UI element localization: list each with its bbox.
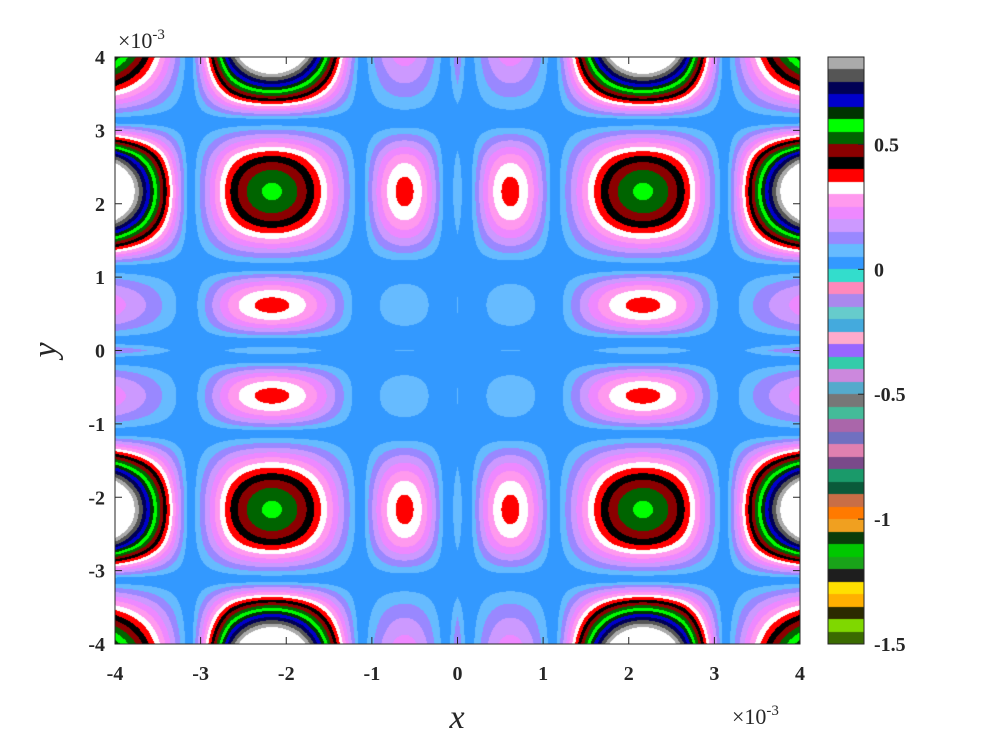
colorbar: [828, 57, 864, 644]
x-tick-label: 3: [709, 663, 719, 685]
x-tick-label: 0: [453, 663, 463, 685]
colorbar-tick-label: -1: [874, 509, 891, 531]
y-tick-label: 2: [95, 194, 105, 216]
x-tick-label: -2: [278, 663, 295, 685]
colorbar-tick-label: -0.5: [874, 384, 906, 406]
colorbar-tick-label: 0.5: [874, 134, 899, 156]
y-tick-label: 1: [95, 267, 105, 289]
y-exponent: ×10-3: [118, 27, 165, 53]
x-tick-label: -3: [192, 663, 209, 685]
x-exponent-power: -3: [766, 703, 779, 719]
x-exponent: ×10-3: [732, 703, 779, 729]
x-tick-label: 1: [538, 663, 548, 685]
heatmap-image: [115, 57, 800, 644]
y-exponent-power: -3: [152, 27, 165, 43]
y-tick-label: 0: [95, 341, 105, 363]
colorbar-tick-label: 0: [874, 259, 884, 281]
y-tick-label: 3: [95, 120, 105, 142]
y-tick-label: -3: [88, 561, 105, 583]
y-axis-label: y: [27, 342, 64, 361]
y-tick-label: -4: [88, 634, 105, 656]
y-tick-label: 4: [95, 47, 105, 69]
colorbar-image: [828, 57, 864, 644]
y-tick-label: -1: [88, 414, 105, 436]
x-axis-label: x: [448, 699, 464, 736]
x-tick-label: 4: [795, 663, 805, 685]
y-tick-label: -2: [88, 487, 105, 509]
y-exponent-base: ×10: [118, 28, 152, 53]
y-axis-ticks: -4 -3 -2 -1 0 1 2 3 4: [88, 47, 800, 656]
x-tick-label: -1: [364, 663, 381, 685]
plot-area: [115, 57, 800, 644]
x-tick-label: -4: [107, 663, 124, 685]
x-exponent-base: ×10: [732, 704, 766, 729]
x-axis-ticks: -4 -3 -2 -1 0 1 2 3 4: [107, 57, 805, 685]
colorbar-frame: [827, 56, 865, 645]
colorbar-ticks: 0.5 0 -0.5 -1 -1.5: [858, 134, 906, 656]
colorbar-tick-label: -1.5: [874, 634, 906, 656]
x-tick-label: 2: [624, 663, 634, 685]
